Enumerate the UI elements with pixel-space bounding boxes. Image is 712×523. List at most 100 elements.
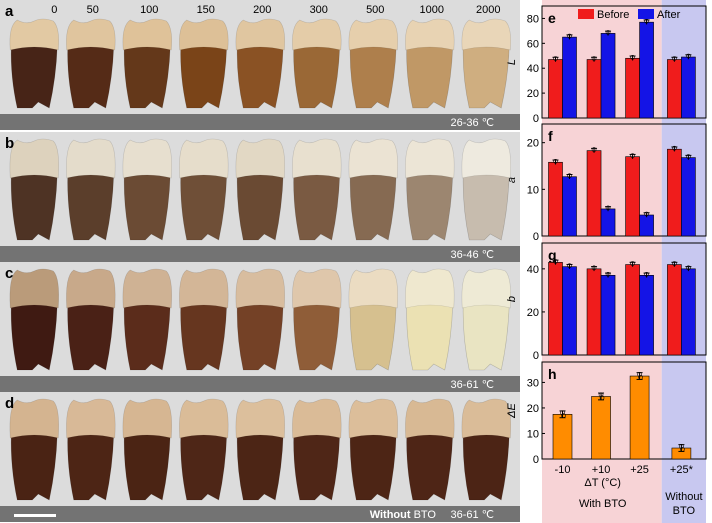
condition-band — [0, 506, 520, 522]
concentration-header: 500 — [366, 4, 384, 16]
tooth-sample — [461, 18, 511, 109]
axis-frame — [541, 123, 707, 237]
data-point — [686, 154, 691, 159]
bar-after — [681, 157, 696, 237]
y-tick-label: 20 — [527, 138, 539, 150]
tooth-crown — [292, 268, 342, 309]
data-point — [553, 259, 558, 264]
tooth-crown — [66, 398, 116, 439]
bar-after — [600, 275, 616, 356]
tooth-crown — [348, 18, 398, 51]
tooth-sample — [235, 398, 285, 501]
tooth-root — [349, 173, 397, 241]
tooth-photo-grid: a 0 50 100 150 200 300 500 1000 2000 26-36 ℃ b 36-46… — [0, 0, 520, 522]
panel-letter: c — [5, 265, 13, 282]
y-tick-label: 20 — [527, 307, 539, 319]
data-point — [686, 53, 691, 59]
tooth-sample — [66, 268, 116, 371]
condition-band — [0, 376, 520, 392]
y-axis-label: L — [506, 59, 518, 65]
group-label-without: Without — [665, 491, 702, 503]
tooth-root — [406, 45, 454, 109]
tooth-crown — [348, 268, 398, 309]
data-point — [630, 153, 635, 158]
bar-before — [667, 59, 682, 119]
tooth-root — [180, 173, 228, 241]
tooth-root — [293, 173, 341, 241]
tooth-root — [462, 45, 510, 109]
tooth-sample — [66, 18, 116, 109]
tooth-crown — [122, 18, 172, 51]
y-tick-label: 10 — [527, 184, 539, 196]
data-point — [599, 395, 605, 401]
panel-letter: b — [5, 135, 14, 152]
tooth-root — [462, 303, 510, 371]
panel-letter: h — [548, 366, 557, 382]
tooth-sample — [235, 18, 285, 109]
tooth-crown — [348, 398, 398, 439]
tooth-sample — [461, 138, 511, 241]
tooth-sample — [405, 18, 455, 109]
chart-panel-g: 0 20 40 b g — [506, 242, 707, 362]
group-label-with-bto: With BTO — [579, 498, 627, 510]
group-label-bto: BTO — [673, 505, 696, 517]
tooth-sample — [179, 138, 229, 241]
tooth-crown — [9, 268, 59, 309]
x-tick-label: -10 — [555, 464, 571, 476]
tooth-root — [293, 303, 341, 371]
tooth-root — [236, 303, 284, 371]
tooth-root — [462, 433, 510, 501]
temperature-label: 36-46 ℃ — [450, 249, 494, 261]
tooth-crown — [179, 18, 229, 51]
data-point — [630, 54, 635, 60]
y-axis-label: ΔE — [506, 402, 518, 418]
panel-letter: a — [5, 3, 14, 20]
legend-swatch-before — [578, 9, 594, 19]
data-point — [591, 56, 597, 61]
x-tick-label: +10 — [592, 464, 611, 476]
tooth-sample — [9, 18, 59, 109]
bar-after — [639, 275, 654, 356]
tooth-sample — [9, 268, 59, 371]
tooth-root — [180, 45, 228, 109]
chart-panel-e: 0 20 40 60 80 Le — [506, 5, 707, 125]
data-point — [630, 261, 635, 266]
data-point — [644, 211, 649, 217]
tooth-root — [236, 173, 284, 241]
y-tick-label: 0 — [533, 350, 539, 362]
panel-letter: g — [548, 247, 557, 263]
bar-delta-e — [591, 396, 611, 460]
tooth-crown — [9, 138, 59, 179]
tooth-root — [293, 45, 341, 109]
data-point — [567, 33, 572, 39]
data-point — [598, 392, 604, 398]
legend-label-before: Before — [597, 9, 629, 21]
tooth-root — [236, 433, 284, 501]
tooth-root — [67, 433, 115, 501]
tooth-root — [123, 303, 171, 371]
data-point — [686, 265, 691, 271]
bar-delta-e — [552, 414, 573, 460]
tooth-crown — [235, 138, 285, 179]
tooth-crown — [66, 268, 116, 309]
photo-panel-b: b 36-46 ℃ — [0, 132, 520, 262]
y-tick-label: 80 — [527, 13, 539, 25]
data-point — [672, 261, 677, 266]
tooth-crown — [122, 398, 172, 439]
y-axis-label: a — [506, 177, 518, 183]
tooth-crown — [9, 398, 59, 439]
concentration-header: 2000 — [476, 4, 500, 16]
tooth-root — [236, 45, 284, 109]
bar-after — [562, 36, 577, 119]
tooth-sample — [292, 18, 342, 109]
tooth-crown — [461, 268, 511, 309]
bar-before — [548, 262, 563, 356]
concentration-header: 100 — [140, 4, 158, 16]
bar-delta-e — [629, 375, 650, 460]
axis-frame — [541, 242, 707, 356]
tooth-root — [123, 173, 171, 241]
bar-before — [625, 264, 640, 356]
data-point — [637, 372, 642, 377]
y-tick-label: 0 — [533, 113, 539, 125]
tooth-sample — [405, 268, 455, 371]
